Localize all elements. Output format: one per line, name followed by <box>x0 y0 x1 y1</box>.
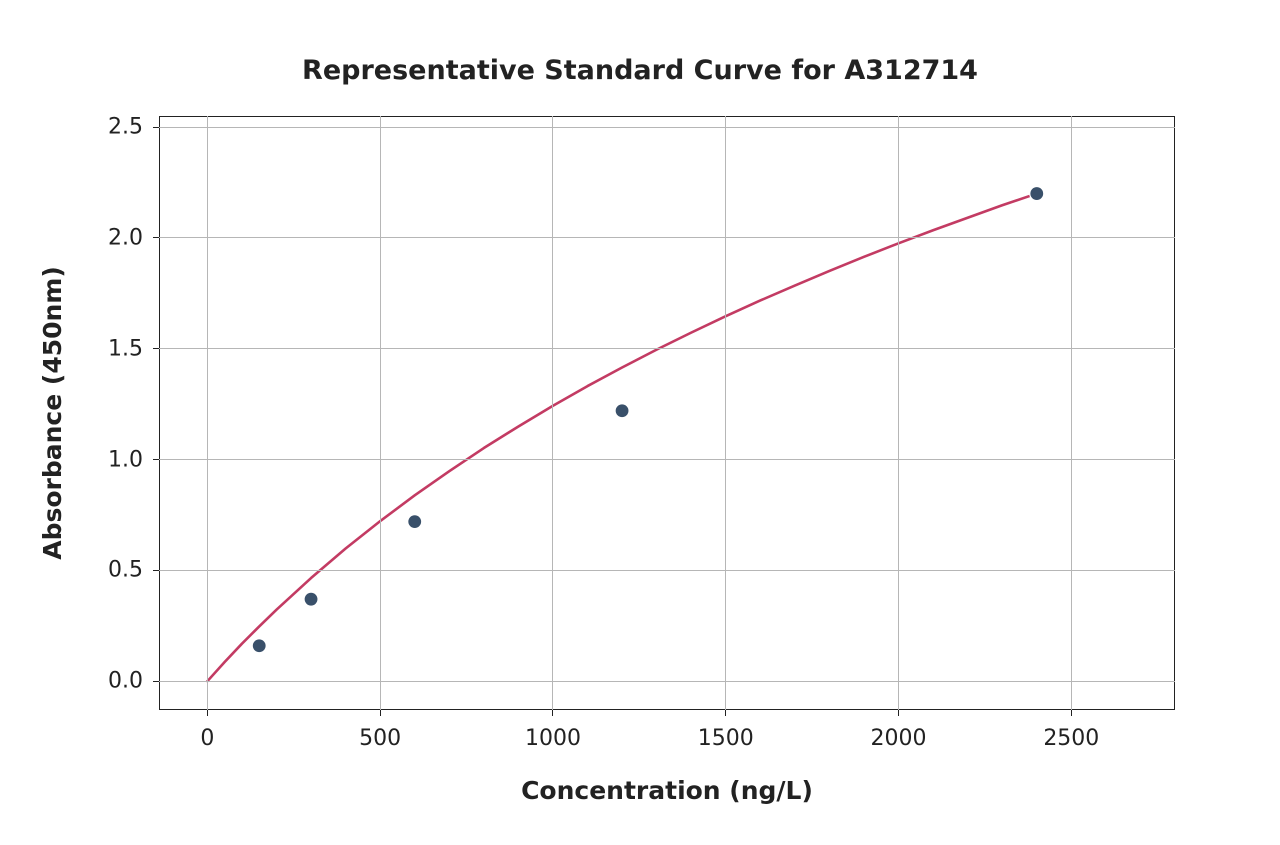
plot-svg <box>159 116 1175 710</box>
grid-v <box>725 116 726 710</box>
grid-h <box>159 348 1175 349</box>
data-point <box>615 404 629 418</box>
grid-v <box>552 116 553 710</box>
grid-h <box>159 127 1175 128</box>
y-tick-label: 2.5 <box>95 115 143 140</box>
data-point <box>408 515 422 529</box>
y-tick <box>153 570 159 571</box>
y-tick-label: 0.5 <box>95 558 143 583</box>
data-point <box>252 639 266 653</box>
y-tick <box>153 681 159 682</box>
grid-v <box>207 116 208 710</box>
data-point <box>304 592 318 606</box>
plot-area <box>159 116 1175 710</box>
y-tick-label: 0.0 <box>95 669 143 694</box>
chart-title: Representative Standard Curve for A31271… <box>0 55 1280 86</box>
y-tick-label: 1.0 <box>95 447 143 472</box>
y-tick <box>153 348 159 349</box>
x-tick-label: 2000 <box>871 726 927 751</box>
grid-h <box>159 570 1175 571</box>
y-tick <box>153 459 159 460</box>
x-tick-label: 1000 <box>525 726 581 751</box>
grid-v <box>1071 116 1072 710</box>
x-tick <box>552 710 553 716</box>
x-tick <box>725 710 726 716</box>
x-tick-label: 0 <box>200 726 214 751</box>
grid-h <box>159 237 1175 238</box>
y-tick-label: 1.5 <box>95 336 143 361</box>
grid-v <box>898 116 899 710</box>
y-axis-label: Absorbance (450nm) <box>38 266 67 560</box>
figure: Representative Standard Curve for A31271… <box>0 0 1280 845</box>
x-axis-label: Concentration (ng/L) <box>521 776 813 805</box>
grid-h <box>159 459 1175 460</box>
x-tick-label: 500 <box>359 726 401 751</box>
grid-v <box>380 116 381 710</box>
x-tick-label: 2500 <box>1043 726 1099 751</box>
x-tick <box>380 710 381 716</box>
x-tick <box>898 710 899 716</box>
y-tick <box>153 127 159 128</box>
x-tick-label: 1500 <box>698 726 754 751</box>
grid-h <box>159 681 1175 682</box>
data-point <box>1030 187 1044 201</box>
y-tick-label: 2.0 <box>95 225 143 250</box>
fit-curve <box>207 194 1036 682</box>
y-tick <box>153 237 159 238</box>
x-tick <box>207 710 208 716</box>
x-tick <box>1071 710 1072 716</box>
